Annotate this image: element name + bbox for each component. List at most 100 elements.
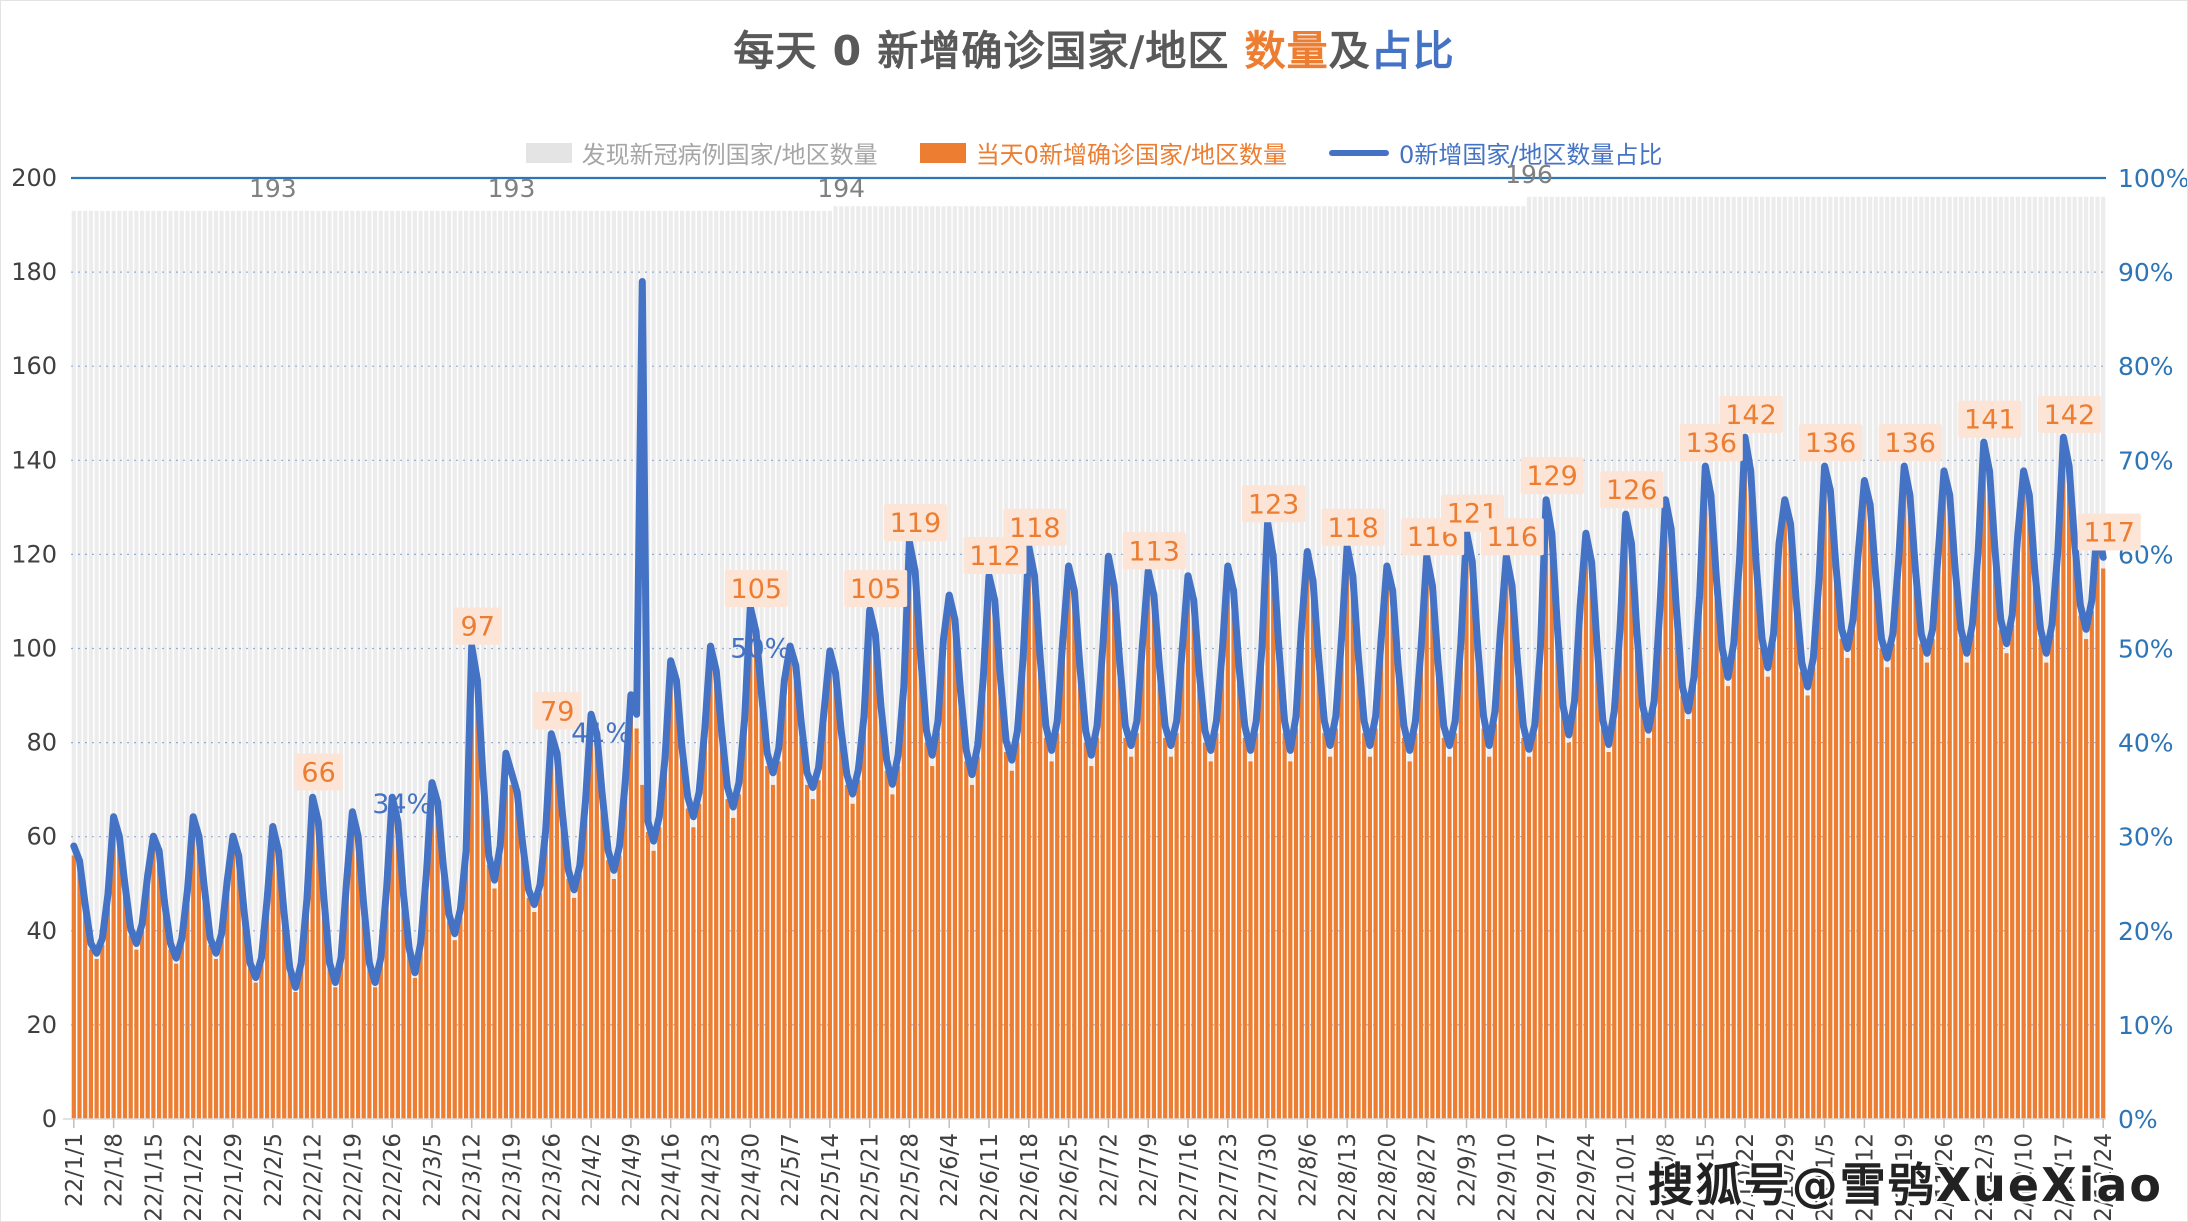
orange-bar	[2027, 507, 2032, 1119]
x-tick-label: 22/8/6	[1295, 1133, 1321, 1207]
bar-value-label: 118	[1009, 513, 1061, 544]
orange-bar	[276, 860, 281, 1119]
gray-bar	[702, 210, 707, 1119]
orange-bar	[1345, 563, 1350, 1119]
gray-bar	[549, 210, 554, 1119]
x-tick-label: 22/9/24	[1574, 1133, 1600, 1222]
orange-bar	[1708, 507, 1713, 1119]
orange-bar	[1418, 662, 1424, 1119]
x-tick-label: 22/9/10	[1494, 1133, 1520, 1222]
orange-bar	[1015, 742, 1020, 1119]
orange-bar	[429, 794, 435, 1119]
orange-bar	[77, 869, 82, 1119]
bar-value-label-bg	[1242, 485, 1306, 523]
gray-bar	[486, 210, 491, 1119]
bar-value-label: 112	[969, 541, 1021, 572]
x-tick-label: 22/11/19	[1892, 1133, 1918, 1222]
gray-bar	[1441, 206, 1446, 1119]
gray-bar	[446, 210, 452, 1119]
orange-bar	[1850, 629, 1856, 1119]
bar-value-label: 113	[1128, 536, 1180, 567]
orange-bar	[1674, 625, 1679, 1119]
orange-bar	[1231, 606, 1236, 1119]
orange-bar	[384, 897, 389, 1119]
bar-value-label: 123	[1248, 489, 1300, 520]
pct-line	[70, 278, 2107, 991]
orange-bar	[1902, 479, 1907, 1120]
x-tick-label: 22/1/1	[62, 1133, 88, 1207]
gray-bar	[1453, 206, 1458, 1119]
orange-bar	[1453, 733, 1458, 1119]
orange-bar	[742, 733, 747, 1119]
bar-value-label-bg	[1719, 395, 1783, 433]
orange-bar	[412, 977, 417, 1119]
orange-bar	[560, 827, 565, 1119]
orange-bar	[287, 973, 292, 1119]
orange-bar	[1799, 672, 1804, 1119]
x-tick-label: 22/5/14	[818, 1133, 844, 1222]
orange-bar	[986, 592, 992, 1119]
orange-bar	[770, 784, 776, 1119]
orange-bar	[1600, 728, 1605, 1119]
orange-bar	[958, 705, 963, 1119]
orange-bar	[1612, 719, 1617, 1119]
pct-axis-label: 50%	[2118, 635, 2174, 664]
gray-bar	[435, 210, 440, 1119]
orange-bar	[1526, 756, 1532, 1119]
orange-bar	[1157, 681, 1162, 1119]
orange-bar	[753, 648, 759, 1119]
gray-bar	[321, 210, 327, 1119]
orange-bar	[1185, 592, 1191, 1119]
gray-bar	[242, 210, 247, 1119]
orange-bar	[1970, 634, 1975, 1119]
orange-bar	[1566, 742, 1571, 1119]
orange-bar	[1981, 455, 1986, 1120]
orange-bar	[668, 676, 673, 1119]
gray-bar	[1640, 196, 1645, 1120]
orange-bar	[2015, 545, 2020, 1119]
orange-bar	[782, 695, 787, 1119]
orange-bar	[952, 634, 957, 1119]
orange-bar	[122, 893, 128, 1119]
orange-bar	[1839, 639, 1844, 1119]
orange-bar	[1617, 639, 1623, 1119]
orange-bar	[1976, 563, 1981, 1119]
gray-bar	[731, 210, 736, 1119]
x-tick-label: 22/8/13	[1335, 1133, 1361, 1222]
x-tick-label: 22/5/28	[897, 1133, 923, 1222]
gray-bar	[373, 210, 378, 1119]
orange-bar	[1265, 540, 1270, 1119]
gray-bar	[2044, 196, 2049, 1120]
orange-bar	[611, 879, 616, 1119]
orange-bar	[697, 803, 702, 1119]
orange-bar	[2044, 662, 2049, 1119]
gray-bar	[458, 210, 463, 1119]
gray-bar	[896, 206, 901, 1119]
gray-bar	[412, 210, 417, 1119]
gray-bar	[572, 210, 577, 1119]
orange-bar	[1248, 761, 1253, 1119]
title-ratio-highlight: 占比	[1370, 27, 1455, 75]
orange-bar	[1168, 756, 1173, 1119]
x-tick-label: 22/8/20	[1375, 1133, 1401, 1222]
orange-bar	[1987, 483, 1992, 1119]
gray-bar	[122, 210, 128, 1119]
gray-bar	[191, 210, 196, 1119]
gray-bar	[1254, 206, 1259, 1119]
orange-bar	[1873, 587, 1878, 1119]
gray-bar	[350, 210, 355, 1119]
x-tick-label: 22/6/4	[937, 1133, 963, 1207]
x-tick-label: 22/12/3	[1972, 1133, 1998, 1222]
orange-bar	[1237, 681, 1242, 1119]
orange-bar	[1083, 742, 1088, 1119]
orange-bar	[94, 959, 99, 1119]
bar-value-label-bg	[844, 570, 908, 607]
gray-bar	[805, 210, 810, 1119]
orange-bar	[1771, 643, 1776, 1119]
gray-bar	[890, 206, 895, 1119]
orange-bar	[1896, 573, 1901, 1119]
gray-bar	[697, 210, 702, 1119]
orange-bar	[2032, 582, 2037, 1119]
gray-value-label: 196	[1505, 160, 1553, 189]
x-tick-label: 22/7/2	[1096, 1133, 1122, 1207]
